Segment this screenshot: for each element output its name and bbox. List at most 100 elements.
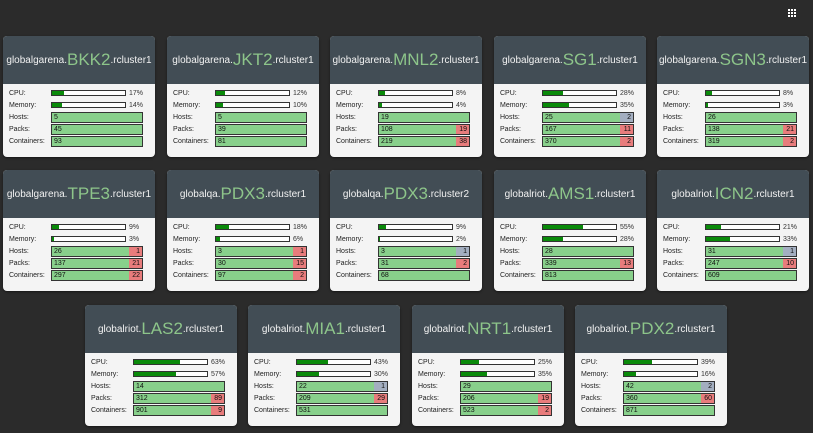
hosts-healthy-count: 42 (624, 381, 701, 391)
cluster-prefix: globalriot. (97, 323, 142, 335)
containers-row: Containers: 219 38 (336, 136, 476, 148)
cpu-row: CPU: 12% (173, 87, 313, 99)
memory-label: Memory: (173, 101, 201, 109)
packs-healthy-count: 108 (379, 125, 456, 135)
cluster-card[interactable]: globalgarena. MNL2 .rcluster1 CPU: 8% Memo… (330, 36, 482, 157)
hosts-label: Hosts: (9, 247, 29, 255)
memory-meter (460, 371, 535, 378)
containers-label: Containers: (91, 407, 127, 415)
hosts-row: Hosts: 26 (663, 111, 803, 123)
datacenter-name: PDX3 (220, 184, 265, 203)
cluster-stats: CPU: 8% Memory: 4% Hosts: 19 Packs: (330, 84, 482, 148)
memory-meter (378, 102, 453, 109)
cluster-card[interactable]: globalgarena. SG1 .rcluster1 CPU: 28% Memo… (494, 36, 646, 157)
cluster-title: globalgarena. SG1 .rcluster1 (494, 36, 646, 84)
cluster-card[interactable]: globalriot. AMS1 .rcluster1 CPU: 55% Memor… (494, 170, 646, 291)
packs-row: Packs: 30 15 (173, 258, 313, 270)
cpu-percent: 21% (783, 223, 798, 231)
cluster-card[interactable]: globalqa. PDX3 .rcluster1 CPU: 18% Memory:… (167, 170, 319, 291)
packs-healthy-count: 360 (624, 394, 701, 404)
cluster-title: globalriot. AMS1 .rcluster1 (494, 170, 646, 218)
hosts-warning-count: 1 (374, 381, 387, 391)
containers-bar: 370 2 (542, 136, 634, 148)
memory-meter-fill (52, 103, 63, 108)
hosts-warning-count: 2 (620, 112, 633, 122)
cluster-card[interactable]: globalgarena. SGN3 .rcluster1 CPU: 8% Memo… (657, 36, 809, 157)
memory-row: Memory: 16% (581, 368, 721, 380)
hosts-row: Hosts: 3 1 (336, 245, 476, 257)
packs-bar: 167 11 (542, 124, 634, 136)
cpu-meter (623, 359, 698, 366)
hosts-bar: 26 1 (51, 245, 143, 257)
memory-meter (51, 102, 126, 109)
packs-failed-count: 29 (374, 394, 387, 404)
containers-healthy-count: 68 (379, 271, 469, 281)
packs-failed-count: 2 (456, 259, 469, 269)
cluster-stats: CPU: 55% Memory: 28% Hosts: 28 Packs: (494, 218, 646, 282)
cluster-card[interactable]: globalriot. ICN2 .rcluster1 CPU: 21% Memor… (657, 170, 809, 291)
cluster-title: globalriot. NRT1 .rcluster1 (412, 305, 564, 353)
memory-percent: 28% (620, 235, 635, 243)
packs-failed-count: 11 (620, 125, 633, 135)
containers-bar: 813 (542, 270, 634, 282)
cpu-percent: 18% (293, 223, 308, 231)
memory-percent: 10% (293, 101, 308, 109)
cpu-meter (51, 224, 126, 231)
packs-label: Packs: (336, 126, 358, 134)
containers-healthy-count: 97 (216, 271, 293, 281)
containers-label: Containers: (336, 138, 372, 146)
cluster-suffix: .rcluster1 (753, 188, 795, 200)
cpu-meter (378, 90, 453, 97)
cpu-row: CPU: 39% (581, 356, 721, 368)
packs-failed-count: 13 (620, 259, 633, 269)
containers-row: Containers: 871 (581, 405, 721, 417)
cluster-card[interactable]: globalriot. LAS2 .rcluster1 CPU: 63% Memor… (85, 305, 237, 426)
containers-label: Containers: (663, 138, 699, 146)
cpu-row: CPU: 43% (254, 356, 394, 368)
cluster-card[interactable]: globalgarena. JKT2 .rcluster1 CPU: 12% Mem… (167, 36, 319, 157)
memory-row: Memory: 57% (91, 368, 231, 380)
cluster-card[interactable]: globalqa. PDX3 .rcluster2 CPU: 9% Memory: … (330, 170, 482, 291)
packs-label: Packs: (9, 126, 31, 134)
cpu-meter-fill (543, 91, 564, 96)
cpu-meter-fill (297, 360, 329, 365)
hosts-bar: 26 (705, 111, 797, 123)
containers-label: Containers: (500, 138, 536, 146)
cluster-card[interactable]: globalriot. PDX2 .rcluster1 CPU: 39% Memor… (575, 305, 727, 426)
packs-bar: 31 2 (378, 258, 470, 270)
datacenter-name: PDX3 (383, 184, 428, 203)
packs-row: Packs: 206 19 (418, 393, 558, 405)
cluster-card[interactable]: globalgarena. BKK2 .rcluster1 CPU: 17% Mem… (3, 36, 155, 157)
cluster-suffix: .rcluster1 (110, 188, 152, 200)
cluster-suffix: .rcluster1 (182, 323, 225, 335)
packs-bar: 45 (51, 124, 143, 136)
packs-label: Packs: (91, 395, 113, 403)
cluster-card[interactable]: globalgarena. TPE3 .rcluster1 CPU: 9% Memo… (3, 170, 155, 291)
packs-healthy-count: 39 (216, 125, 306, 135)
memory-label: Memory: (500, 101, 528, 109)
containers-bar: 68 (378, 270, 470, 282)
memory-percent: 6% (293, 235, 304, 243)
containers-bar: 871 (623, 405, 715, 417)
containers-bar: 531 (296, 405, 388, 417)
memory-row: Memory: 28% (500, 233, 640, 245)
cluster-card[interactable]: globalriot. MIA1 .rcluster1 CPU: 43% Memor… (248, 305, 400, 426)
cpu-percent: 55% (620, 223, 635, 231)
containers-healthy-count: 370 (543, 137, 620, 147)
apps-grid-icon[interactable] (788, 9, 797, 18)
memory-row: Memory: 6% (173, 233, 313, 245)
hosts-failed-count: 1 (293, 246, 306, 256)
memory-meter (133, 371, 208, 378)
cluster-card[interactable]: globalriot. NRT1 .rcluster1 CPU: 25% Memor… (412, 305, 564, 426)
cpu-row: CPU: 21% (663, 221, 803, 233)
containers-bar: 319 2 (705, 136, 797, 148)
containers-healthy-count: 81 (216, 137, 306, 147)
memory-label: Memory: (336, 101, 364, 109)
memory-meter-fill (134, 372, 176, 377)
packs-label: Packs: (663, 260, 685, 268)
cpu-label: CPU: (418, 358, 435, 366)
datacenter-name: PDX2 (629, 319, 675, 338)
hosts-warning-count: 1 (456, 246, 469, 256)
containers-row: Containers: 319 2 (663, 136, 803, 148)
memory-label: Memory: (581, 370, 609, 378)
